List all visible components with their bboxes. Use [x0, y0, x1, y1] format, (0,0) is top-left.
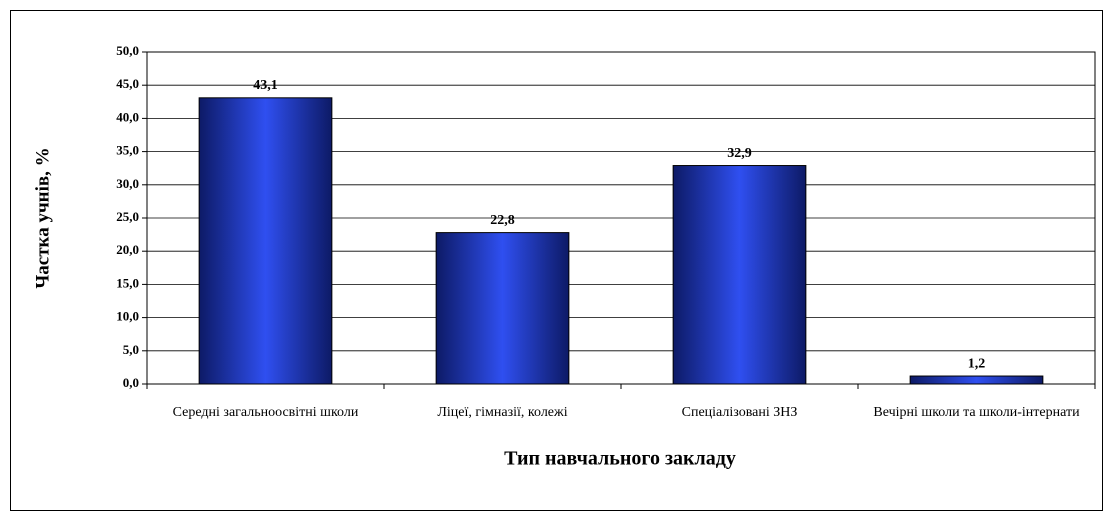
x-tick-label: Спеціалізовані ЗНЗ [681, 405, 798, 420]
value-label: 22,8 [490, 213, 515, 228]
x-tick-label: Ліцеї, гімназії, колежі [437, 405, 568, 420]
y-tick-label: 15,0 [116, 275, 139, 290]
y-tick-label: 5,0 [123, 342, 139, 357]
bar [909, 375, 1044, 385]
y-tick-label: 30,0 [116, 176, 139, 191]
bar [435, 232, 570, 385]
y-tick-label: 40,0 [116, 109, 139, 124]
x-tick-label: Середні загальноосвітні школи [172, 405, 359, 420]
y-tick-label: 0,0 [123, 375, 139, 390]
y-tick-label: 35,0 [116, 143, 139, 158]
y-axis-title: Частка учнів, % [32, 147, 53, 288]
y-tick-label: 25,0 [116, 209, 139, 224]
value-label: 1,2 [968, 356, 986, 371]
value-label: 43,1 [253, 78, 278, 93]
chart-frame [10, 10, 1103, 511]
bar [672, 165, 807, 385]
y-tick-label: 10,0 [116, 309, 139, 324]
x-tick-label: Вечірні школи та школи-інтернати [873, 405, 1080, 420]
y-tick-label: 45,0 [116, 76, 139, 91]
x-axis-title: Тип навчального закладу [504, 448, 736, 470]
value-label: 32,9 [727, 146, 752, 161]
y-tick-label: 50,0 [116, 43, 139, 58]
y-tick-label: 20,0 [116, 242, 139, 257]
bar [198, 97, 333, 385]
